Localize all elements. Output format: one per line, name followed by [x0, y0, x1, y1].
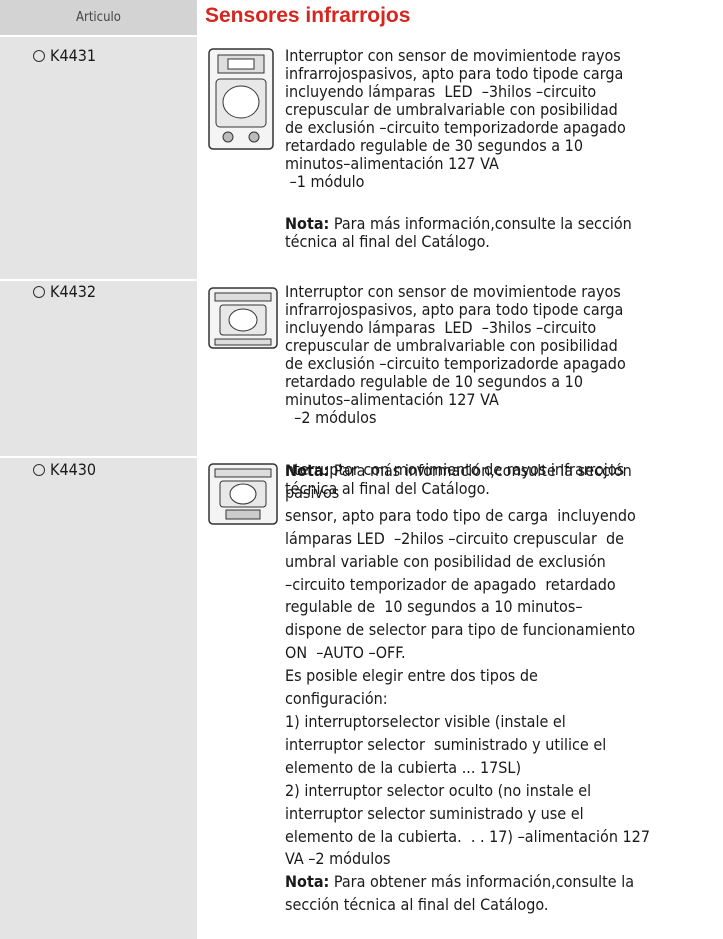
description-line: configuración: [285, 689, 388, 709]
row-separator [0, 35, 197, 37]
article-code: K4430 [32, 459, 96, 482]
section-title: Sensores infrarrojos [205, 4, 411, 27]
article-column [0, 0, 197, 939]
note-line: técnica al final del Catálogo. [285, 233, 721, 251]
description-line: infrarrojospasivos, apto para todo tipod… [285, 64, 624, 83]
description-line: nterruptor con movimiento de rayos infra… [285, 460, 625, 479]
code-text: K4431 [50, 46, 97, 65]
description-line: infrarrojospasivos, apto para todo tipod… [285, 300, 624, 319]
radio-circle [33, 50, 45, 62]
article-code: K4431 [32, 47, 96, 65]
description-line: Es posible elegir entre dos tipos de [285, 666, 538, 686]
description-line: –1 módulo [285, 172, 365, 191]
description-line: interruptor selector suministrado y use … [285, 803, 584, 823]
article-code: K4432 [32, 283, 96, 301]
description: Interruptor con sensor de movimientode r… [285, 283, 721, 498]
column-header: Articulo [0, 0, 197, 35]
note-text: sección técnica al final del Catálogo. [285, 895, 549, 915]
product-image [208, 287, 278, 349]
description-line: 2) interruptor selector oculto (no insta… [285, 780, 592, 800]
radio-circle [33, 286, 45, 298]
code-text: K4432 [50, 282, 97, 301]
description-line: sensor, apto para todo tipo de carga inc… [285, 505, 636, 525]
note-text: técnica al final del Catálogo. [285, 479, 490, 498]
description-line: Interruptor con sensor de movimientode r… [285, 282, 621, 301]
code-text: K4430 [50, 460, 97, 479]
description-line: pasivos [285, 482, 340, 502]
note-text: Para obtener más información,consulte la [333, 872, 635, 892]
note-text: Para más información,consulte la sección [333, 214, 632, 233]
note-label: Nota: [285, 872, 330, 892]
description-line: VA –2 módulos [285, 849, 391, 869]
description-line: de exclusión –circuito temporizadorde ap… [285, 118, 626, 137]
description-line: retardado regulable de 10 segundos a 10 [285, 372, 583, 391]
description-line: –2 módulos [285, 408, 377, 427]
description-line: elemento de la cubierta ... 17SL) [285, 757, 522, 777]
note-label: Nota: [285, 461, 330, 480]
description-line: umbral variable con posibilidad de exclu… [285, 551, 606, 571]
description-line: incluyendo lámparas LED –3hilos –circuit… [285, 318, 597, 337]
note-line: sección técnica al final del Catálogo. [285, 894, 721, 917]
radio-circle [33, 50, 45, 62]
description-line: dispone de selector para tipo de funcion… [285, 620, 636, 640]
description-line: minutos–alimentación 127 VA [285, 154, 499, 173]
radio-circle [33, 286, 45, 298]
note-line: Nota: Para más información,consulte la s… [285, 215, 721, 233]
note-text: técnica al final del Catálogo. [285, 232, 490, 251]
description: nterruptor con movimiento de rayos infra… [285, 459, 721, 917]
description-line: incluyendo lámparas LED –3hilos –circuit… [285, 82, 597, 101]
row-separator [0, 456, 197, 458]
description-line: minutos–alimentación 127 VA [285, 390, 499, 409]
product-image [208, 48, 274, 150]
description-line: elemento de la cubierta. . . 17) –alimen… [285, 826, 650, 846]
description-line: ON –AUTO –OFF. [285, 643, 406, 663]
note-text: Para más información,consulte la sección [333, 461, 632, 480]
row-separator [0, 279, 197, 281]
description-line: regulable de 10 segundos a 10 minutos– [285, 597, 583, 617]
description-line: retardado regulable de 30 segundos a 10 [285, 136, 583, 155]
description-line: interruptor selector suministrado y util… [285, 734, 607, 754]
radio-circle [33, 464, 45, 477]
product-image [208, 463, 278, 525]
note-label: Nota: [285, 214, 330, 233]
radio-circle [33, 464, 45, 477]
description: Interruptor con sensor de movimientode r… [285, 47, 721, 251]
note-line: técnica al final del Catálogo. [285, 480, 721, 498]
note-line: Nota: Para obtener más información,consu… [285, 871, 721, 894]
description-line: lámparas LED –2hilos –circuito crepuscul… [285, 528, 625, 548]
description-line: Interruptor con sensor de movimientode r… [285, 46, 621, 65]
description-line: crepuscular de umbralvariable con posibi… [285, 336, 618, 355]
description-line: –circuito temporizador de apagado retard… [285, 574, 616, 594]
note-line: Nota: Para más información,consulte la s… [285, 462, 721, 480]
description-line: de exclusión –circuito temporizadorde ap… [285, 354, 626, 373]
description-line: crepuscular de umbralvariable con posibi… [285, 100, 618, 119]
description-line: 1) interruptorselector visible (instale … [285, 711, 566, 731]
